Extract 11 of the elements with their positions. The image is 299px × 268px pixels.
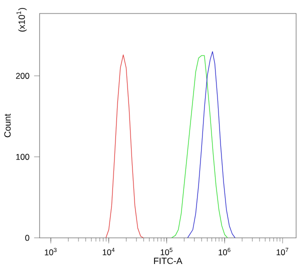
y-tick-label: 0 bbox=[25, 234, 30, 241]
x-tick-label: 10$^{7}$ bbox=[276, 248, 288, 256]
x-tick-label: 10$^{5}$ bbox=[160, 248, 172, 256]
y-tick-label: 200 bbox=[16, 72, 30, 79]
x-axis-title: FITC-A bbox=[154, 258, 182, 264]
y-tick-label: 100 bbox=[16, 154, 30, 160]
text: (x10$^{1}$) bbox=[16, 8, 27, 32]
x-tick-label: 10$^{4}$ bbox=[102, 248, 115, 256]
x-tick-label: 10$^{6}$ bbox=[218, 248, 230, 256]
x-tick-label: 10$^{3}$ bbox=[44, 248, 57, 256]
y-axis-title: Count bbox=[4, 114, 11, 138]
